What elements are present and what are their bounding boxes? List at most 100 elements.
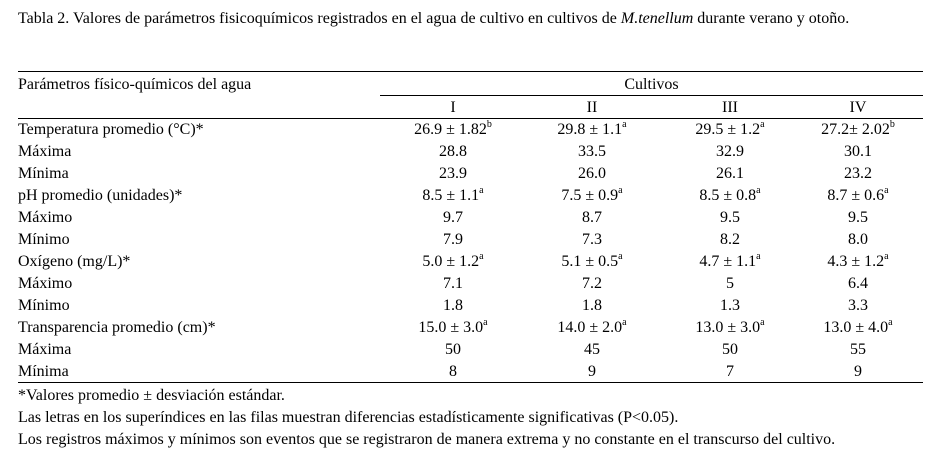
significance-superscript: a [618, 185, 623, 196]
cell-value: 9.5 [848, 209, 868, 226]
cell-value: 50 [445, 341, 461, 358]
table-cell: 7.1 [383, 273, 523, 295]
caption-suffix: durante verano y otoño. [693, 10, 850, 27]
table-cell: 7.2 [522, 273, 662, 295]
table-cell: 1.8 [383, 295, 523, 317]
cell-value: 9.5 [720, 209, 740, 226]
cell-value: 28.8 [439, 143, 467, 160]
table-cell: 8.2 [660, 229, 800, 251]
significance-superscript: b [486, 119, 492, 130]
cell-value: 1.8 [443, 297, 463, 314]
table-cell: 14.0 ± 2.0a [522, 317, 662, 339]
table-cell: 1.8 [522, 295, 662, 317]
cell-value: 8 [449, 363, 457, 380]
cell-value: 9.7 [443, 209, 463, 226]
cultivos-group-header: Cultivos [624, 76, 679, 93]
row-label: Máximo [18, 209, 73, 226]
table-cell: 32.9 [660, 141, 800, 163]
table-cell: 33.5 [522, 141, 662, 163]
table-cell: 9.5 [788, 207, 928, 229]
table-cell: 29.8 ± 1.1a [522, 119, 662, 141]
table-cell: 55 [788, 339, 928, 361]
cell-value: 9 [588, 363, 596, 380]
cell-value: 7 [726, 363, 734, 380]
table-cell: 29.5 ± 1.2a [660, 119, 800, 141]
table-cell: 28.8 [383, 141, 523, 163]
table-cell: 7.3 [522, 229, 662, 251]
cell-value: 7.5 ± 0.9 [561, 187, 619, 204]
table-cell: 8.7 [522, 207, 662, 229]
table-cell: 3.3 [788, 295, 928, 317]
table-cell: 50 [660, 339, 800, 361]
header-bottom-rule [18, 118, 923, 119]
column-header-iii: III [722, 99, 738, 116]
significance-superscript: a [622, 119, 627, 130]
cell-value: 6.4 [848, 275, 868, 292]
column-header-iv: IV [849, 99, 867, 116]
significance-superscript: a [622, 317, 627, 328]
table-cell: 8.0 [788, 229, 928, 251]
table-cell: 26.1 [660, 163, 800, 185]
cell-value: 8.5 ± 0.8 [699, 187, 757, 204]
cell-value: 8.5 ± 1.1 [422, 187, 480, 204]
table-cell: 27.2± 2.02b [788, 119, 928, 141]
cell-value: 33.5 [578, 143, 606, 160]
table-bottom-rule [18, 382, 923, 383]
cell-value: 8.7 [582, 209, 602, 226]
table-cell: 8 [383, 361, 523, 383]
cell-value: 4.3 ± 1.2 [827, 253, 885, 270]
cell-value: 8.0 [848, 231, 868, 248]
row-label: Mínimo [18, 297, 70, 314]
cell-value: 8.7 ± 0.6 [827, 187, 885, 204]
cell-value: 30.1 [844, 143, 872, 160]
cell-value: 26.9 ± 1.82 [414, 121, 487, 138]
cultivos-header-rule [380, 95, 923, 96]
row-label: Oxígeno (mg/L)* [18, 253, 131, 270]
significance-superscript: a [479, 251, 484, 262]
significance-superscript: a [618, 251, 623, 262]
row-label: Máxima [18, 341, 72, 358]
cell-value: 29.8 ± 1.1 [557, 121, 623, 138]
cell-value: 3.3 [848, 297, 868, 314]
table-cell: 1.3 [660, 295, 800, 317]
cell-value: 5.1 ± 0.5 [561, 253, 619, 270]
cell-value: 5 [726, 275, 734, 292]
significance-superscript: a [479, 185, 484, 196]
cell-value: 13.0 ± 4.0 [823, 319, 889, 336]
table-cell: 5 [660, 273, 800, 295]
row-label: Máximo [18, 275, 73, 292]
cell-value: 14.0 ± 2.0 [557, 319, 623, 336]
cell-value: 45 [584, 341, 600, 358]
significance-superscript: a [884, 251, 889, 262]
caption-species: M.tenellum [620, 10, 694, 27]
table-cell: 8.5 ± 1.1a [383, 185, 523, 207]
row-label: Transparencia promedio (cm)* [18, 319, 216, 336]
row-label: Máxima [18, 143, 72, 160]
significance-superscript: a [756, 251, 761, 262]
cell-value: 23.9 [439, 165, 467, 182]
cell-value: 32.9 [716, 143, 744, 160]
table-cell: 26.0 [522, 163, 662, 185]
table-cell: 23.2 [788, 163, 928, 185]
cell-value: 55 [850, 341, 866, 358]
significance-superscript: a [760, 317, 765, 328]
significance-superscript: a [756, 185, 761, 196]
cell-value: 27.2± 2.02 [821, 121, 890, 138]
cell-value: 15.0 ± 3.0 [418, 319, 484, 336]
significance-superscript: a [760, 119, 765, 130]
cell-value: 9 [854, 363, 862, 380]
significance-superscript: b [889, 119, 895, 130]
cell-value: 7.2 [582, 275, 602, 292]
table-cell: 5.0 ± 1.2a [383, 251, 523, 273]
column-header-i: I [450, 99, 456, 116]
table-cell: 4.3 ± 1.2a [788, 251, 928, 273]
table-cell: 30.1 [788, 141, 928, 163]
table-cell: 9.7 [383, 207, 523, 229]
column-header-ii: II [586, 99, 598, 116]
cell-value: 1.3 [720, 297, 740, 314]
table-cell: 13.0 ± 3.0a [660, 317, 800, 339]
cell-value: 26.0 [578, 165, 606, 182]
table-cell: 5.1 ± 0.5a [522, 251, 662, 273]
table-cell: 9.5 [660, 207, 800, 229]
